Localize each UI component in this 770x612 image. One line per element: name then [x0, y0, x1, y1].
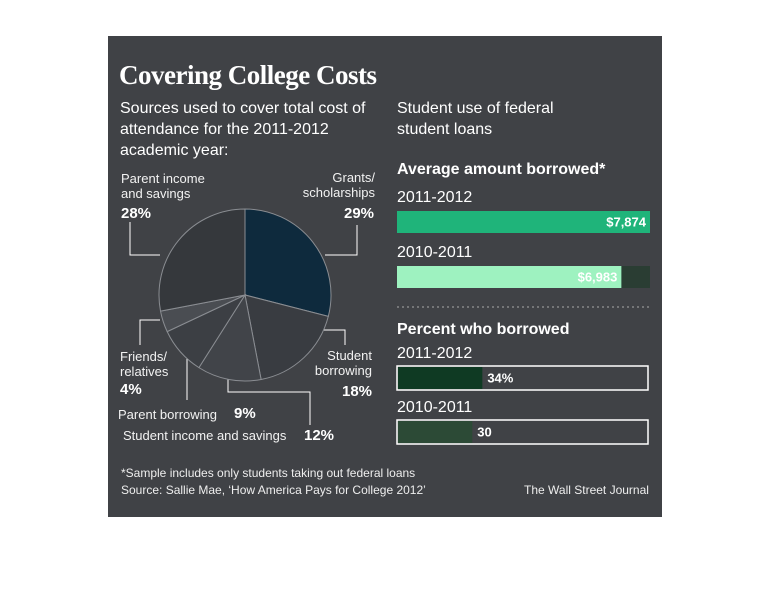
leader: [322, 329, 346, 345]
category-label: 2011-2012: [397, 345, 473, 362]
slice-value: 18%: [342, 383, 373, 400]
note: *Sample includes only students taking ou…: [121, 466, 416, 480]
section-title: Average amount borrowed*: [397, 161, 606, 178]
category-label: 2011-2012: [397, 189, 473, 206]
slice-value: 12%: [304, 427, 335, 444]
bar: [398, 421, 473, 443]
leader: [139, 319, 160, 345]
bar: [397, 266, 622, 288]
source: Source: Sallie Mae, ‘How America Pays fo…: [121, 483, 426, 497]
section-title: Percent who borrowed: [397, 321, 570, 338]
slice-label: Parent borrowing: [118, 407, 217, 422]
leader: [325, 225, 358, 256]
value-label: 30: [477, 424, 491, 439]
pie-title: Sources used to cover total cost of atte…: [120, 100, 366, 159]
slice-value: 28%: [121, 205, 152, 222]
bar: [398, 367, 483, 389]
leader: [129, 222, 160, 256]
category-label: 2010-2011: [397, 399, 473, 416]
leader: [227, 378, 311, 425]
slice-label: Student borrowing: [314, 348, 372, 378]
pie-slice: [158, 208, 246, 312]
bar: [397, 211, 650, 233]
value-label: 34%: [487, 370, 513, 385]
slice-value: 9%: [234, 405, 256, 422]
slice-label: Student income and savings: [123, 428, 287, 443]
slice-value: 29%: [344, 205, 375, 222]
pie-slice: [244, 294, 329, 381]
slice-label: Parent income and savings: [121, 171, 205, 201]
pie-slice: [244, 208, 332, 317]
credit: The Wall Street Journal: [524, 483, 649, 497]
value-label: $6,983: [578, 269, 618, 284]
pie-slice: [198, 293, 262, 382]
slice-label: Grants/ scholarships: [302, 170, 375, 200]
value-label: $7,874: [606, 214, 647, 229]
right-heading: Student use of federal student loans: [397, 100, 554, 138]
leader-lines: [129, 222, 358, 425]
slice-label: Friends/ relatives: [120, 349, 169, 379]
slice-value: 4%: [120, 381, 142, 398]
title: Covering College Costs: [119, 60, 377, 90]
category-label: 2010-2011: [397, 244, 473, 261]
